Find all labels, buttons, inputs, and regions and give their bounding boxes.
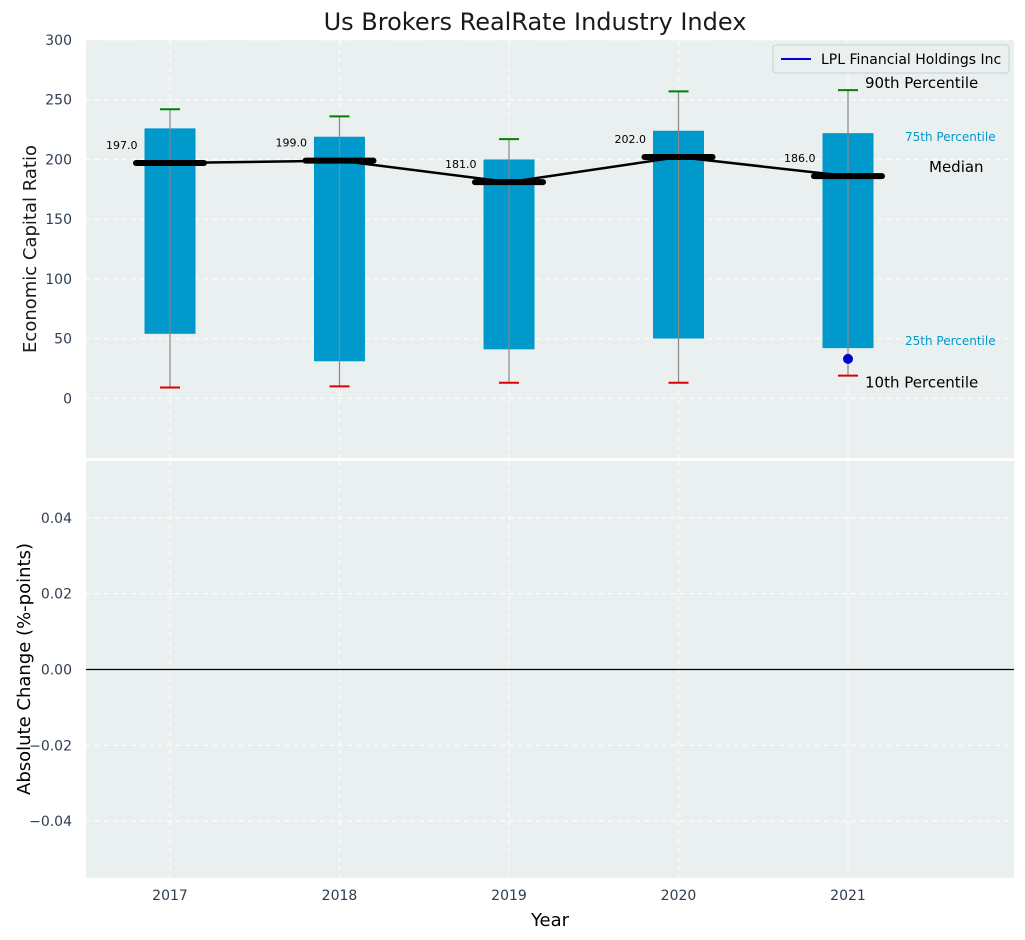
x-tick-labels: 2017 2018 2019 2020 2021 [152, 888, 866, 904]
bottom-y-axis-label: Absolute Change (%-points) [14, 543, 35, 795]
top-y-tick-label: 250 [45, 93, 72, 109]
annotation-10th-percentile: 10th Percentile [865, 374, 978, 392]
median-value-label: 181.0 [445, 158, 477, 171]
top-chart-marks: 197.0 199.0 181.0 202.0 186.0 [106, 89, 885, 389]
median-value-label: 186.0 [784, 152, 816, 165]
annotation-25th-percentile: 25th Percentile [905, 334, 996, 348]
median-value-label: 199.0 [276, 137, 308, 150]
top-y-tick-label: 50 [54, 332, 72, 348]
annotation-75th-percentile: 75th Percentile [905, 130, 996, 144]
x-tick-label: 2018 [322, 888, 358, 904]
top-y-axis-label: Economic Capital Ratio [20, 145, 41, 353]
bottom-y-tick-label: 0.02 [41, 587, 72, 603]
top-y-tick-label: 0 [63, 391, 72, 407]
x-tick-label: 2019 [491, 888, 527, 904]
company-point [843, 353, 853, 364]
bottom-y-tick-label: −0.02 [29, 738, 72, 754]
legend-label: LPL Financial Holdings Inc [821, 52, 1001, 68]
top-y-tick-label: 150 [45, 212, 72, 228]
legend: LPL Financial Holdings Inc [772, 44, 1010, 74]
bottom-panel: −0.04−0.020.000.020.04 2017 2018 2019 2020 2… [14, 461, 1014, 931]
top-y-tick-labels: 0 50 100 150 200 250 300 [45, 33, 72, 407]
bottom-y-tick-labels: −0.04 −0.02 0.00 0.02 0.04 [29, 511, 72, 830]
annotation-median: Median [929, 158, 984, 176]
top-y-tick-label: 300 [45, 33, 72, 49]
top-plot-background [86, 40, 1014, 458]
x-tick-label: 2021 [830, 888, 866, 904]
legend-box [772, 44, 1010, 74]
top-y-tick-label: 100 [45, 272, 72, 288]
x-tick-label: 2020 [661, 888, 697, 904]
bottom-y-tick-label: 0.00 [41, 663, 72, 679]
top-y-tick-label: 200 [45, 152, 72, 168]
chart-title: Us Brokers RealRate Industry Index [324, 8, 747, 36]
bottom-y-tick-label: 0.04 [41, 511, 72, 527]
x-axis-label: Year [530, 910, 570, 931]
annotation-90th-percentile: 90th Percentile [865, 74, 978, 92]
bottom-y-tick-label: −0.04 [29, 814, 72, 830]
median-value-label: 202.0 [615, 133, 647, 146]
x-tick-label: 2017 [152, 888, 188, 904]
median-value-label: 197.0 [106, 139, 138, 152]
